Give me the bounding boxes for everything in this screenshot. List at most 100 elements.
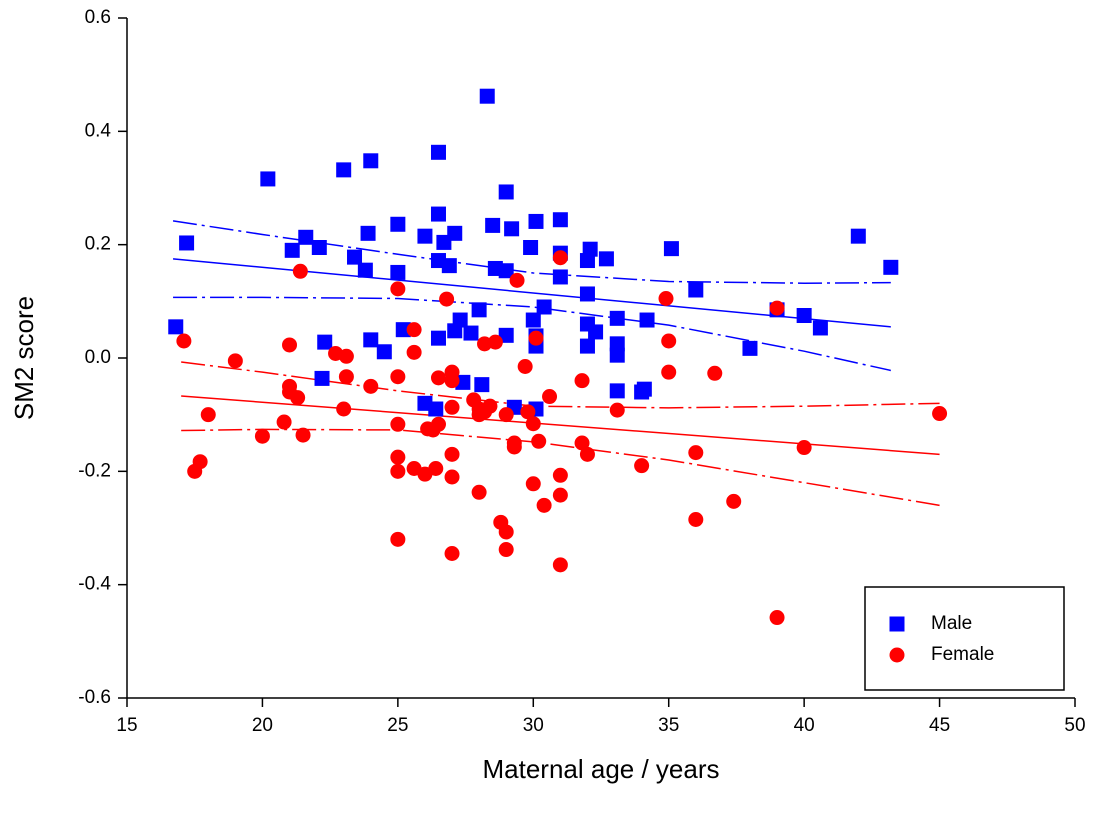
y-tick-label: -0.4 xyxy=(78,574,111,595)
point xyxy=(812,320,828,336)
point xyxy=(528,213,544,229)
y-tick-label: 0.6 xyxy=(85,7,111,28)
point xyxy=(531,433,547,449)
point xyxy=(200,407,216,423)
point xyxy=(376,344,392,360)
point xyxy=(192,454,208,470)
point xyxy=(276,414,292,430)
point xyxy=(363,378,379,394)
point xyxy=(395,322,411,338)
point xyxy=(883,259,899,275)
point xyxy=(338,369,354,385)
point xyxy=(661,364,677,380)
point xyxy=(528,330,544,346)
point xyxy=(552,557,568,573)
point xyxy=(609,336,625,352)
point xyxy=(317,334,333,350)
point xyxy=(390,531,406,547)
point xyxy=(525,416,541,432)
point xyxy=(430,330,446,346)
point xyxy=(658,291,674,306)
legend-marker xyxy=(889,647,905,663)
point xyxy=(471,302,487,318)
point xyxy=(639,312,655,328)
point xyxy=(579,253,595,269)
point xyxy=(552,467,568,483)
point xyxy=(441,258,457,274)
point xyxy=(406,344,422,360)
point xyxy=(176,333,192,349)
point xyxy=(284,242,300,258)
point xyxy=(498,327,514,343)
point xyxy=(688,282,704,298)
point xyxy=(390,281,406,297)
point xyxy=(498,407,514,423)
point xyxy=(661,333,677,349)
point xyxy=(444,546,460,561)
point xyxy=(444,469,460,485)
point xyxy=(536,299,552,315)
point xyxy=(447,225,463,241)
point xyxy=(579,446,595,462)
point xyxy=(390,369,406,385)
point xyxy=(498,263,514,279)
point xyxy=(295,427,311,443)
point xyxy=(663,241,679,257)
point xyxy=(536,497,552,513)
point xyxy=(504,221,520,237)
point xyxy=(479,88,495,104)
point xyxy=(517,359,533,374)
point xyxy=(292,263,308,279)
point xyxy=(452,312,468,328)
point xyxy=(347,249,363,265)
point xyxy=(552,250,568,266)
point xyxy=(430,370,446,386)
y-tick-label: 0.2 xyxy=(85,234,111,255)
point xyxy=(390,463,406,479)
point xyxy=(363,332,379,348)
point xyxy=(542,389,558,405)
point xyxy=(552,269,568,285)
point xyxy=(311,240,327,255)
x-tick-label: 15 xyxy=(116,715,137,736)
point xyxy=(598,251,614,267)
point xyxy=(314,370,330,386)
point xyxy=(474,377,490,393)
point xyxy=(471,484,487,500)
point xyxy=(726,493,742,509)
point xyxy=(227,353,243,369)
point xyxy=(523,240,539,255)
point xyxy=(707,365,723,381)
point xyxy=(796,440,812,456)
point xyxy=(444,399,460,415)
legend-label: Male xyxy=(931,613,972,634)
point xyxy=(579,338,595,354)
y-tick-label: 0.4 xyxy=(85,120,112,141)
point xyxy=(509,272,525,288)
point xyxy=(582,241,598,257)
x-tick-label: 40 xyxy=(794,715,815,736)
point xyxy=(520,404,536,420)
point xyxy=(688,512,704,527)
point xyxy=(634,384,650,400)
point xyxy=(406,322,422,338)
point xyxy=(430,206,446,222)
legend-marker xyxy=(889,616,905,632)
point xyxy=(417,228,433,244)
point xyxy=(390,416,406,432)
y-tick-label: -0.2 xyxy=(78,460,111,481)
point xyxy=(485,217,501,233)
point xyxy=(363,153,379,169)
point xyxy=(168,319,184,335)
point xyxy=(769,610,785,626)
point xyxy=(390,216,406,232)
point xyxy=(430,144,446,160)
point xyxy=(552,212,568,228)
point xyxy=(390,264,406,280)
fit-line xyxy=(181,395,940,456)
x-tick-label: 25 xyxy=(387,715,408,736)
point xyxy=(282,337,298,353)
legend-label: Female xyxy=(931,644,994,665)
point xyxy=(742,340,758,356)
